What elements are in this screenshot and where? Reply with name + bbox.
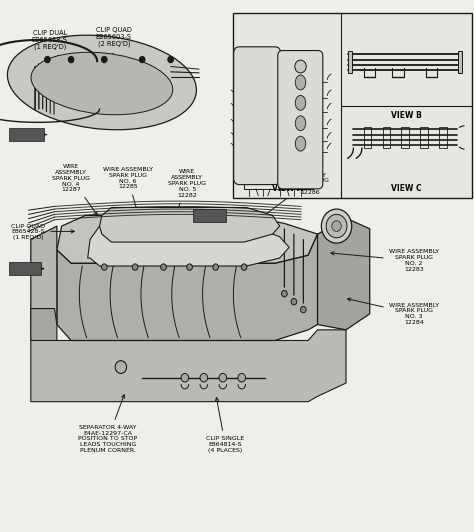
Text: CLIP QUAD
E865603-S
(2 REQ'D): CLIP QUAD E865603-S (2 REQ'D) (96, 27, 132, 87)
Circle shape (200, 373, 208, 382)
Circle shape (213, 264, 219, 270)
Bar (233, 13, 472, 198)
Polygon shape (31, 325, 346, 402)
Polygon shape (31, 309, 57, 340)
Circle shape (241, 264, 247, 270)
Text: VIEW C: VIEW C (391, 184, 422, 193)
Circle shape (139, 56, 145, 63)
Text: VIEW A: VIEW A (272, 184, 303, 193)
Text: CLIP SINGLE
E864814-S
(4 PLACES): CLIP SINGLE E864814-S (4 PLACES) (206, 397, 244, 453)
Ellipse shape (295, 75, 306, 90)
Ellipse shape (295, 116, 306, 131)
Text: CLIP DUAL
E865618-S
(1 REQ'D): CLIP DUAL E865618-S (1 REQ'D) (32, 30, 72, 84)
Circle shape (115, 361, 127, 373)
Ellipse shape (295, 136, 306, 151)
FancyBboxPatch shape (234, 47, 281, 185)
Circle shape (168, 56, 173, 63)
Circle shape (219, 373, 227, 382)
FancyBboxPatch shape (9, 128, 44, 141)
Polygon shape (57, 234, 318, 340)
Circle shape (68, 56, 74, 63)
Circle shape (301, 306, 306, 313)
Ellipse shape (8, 35, 196, 130)
Text: VIEW B: VIEW B (391, 112, 422, 120)
Text: VIEW A: VIEW A (195, 212, 224, 219)
Circle shape (45, 56, 50, 63)
Polygon shape (318, 218, 370, 330)
Circle shape (321, 209, 352, 243)
Text: SEPARATOR 4-WAY
E4AE-12297-CA
POSITION TO STOP
LEADS TOUCHING
PLENUM CORNER.: SEPARATOR 4-WAY E4AE-12297-CA POSITION T… (78, 395, 137, 453)
Circle shape (187, 264, 192, 270)
Polygon shape (348, 51, 352, 73)
Text: WIRE ASSEMBLY
SPARK PLUG
NO. 3
12284: WIRE ASSEMBLY SPARK PLUG NO. 3 12284 (347, 298, 439, 325)
Circle shape (282, 290, 287, 297)
Circle shape (238, 373, 246, 382)
Polygon shape (31, 226, 57, 325)
Text: WIRE
ASSEMBLY
SPARK PLUG
NO. 4
12287: WIRE ASSEMBLY SPARK PLUG NO. 4 12287 (52, 164, 97, 215)
Text: CLIP QUAD
E865428-S
(1 REQ'D): CLIP QUAD E865428-S (1 REQ'D) (11, 223, 74, 240)
Text: WIRE ASSEMBLY
SPARK PLUG
NO. 2
12283: WIRE ASSEMBLY SPARK PLUG NO. 2 12283 (331, 250, 439, 272)
Circle shape (291, 298, 297, 305)
Polygon shape (57, 215, 318, 263)
Circle shape (332, 221, 341, 231)
Ellipse shape (295, 95, 306, 110)
Text: VIEW B: VIEW B (11, 265, 38, 272)
Circle shape (295, 60, 306, 73)
Polygon shape (88, 226, 289, 266)
Text: VIEW C: VIEW C (14, 132, 39, 137)
FancyBboxPatch shape (193, 209, 226, 222)
Circle shape (101, 264, 107, 270)
Polygon shape (100, 207, 280, 242)
Text: WIRE
ASSEMBLY
SPARK PLUG
NO. 1
12286: WIRE ASSEMBLY SPARK PLUG NO. 1 12286 (262, 167, 329, 218)
Circle shape (326, 214, 347, 238)
Text: WIRE
ASSEMBLY
SPARK PLUG
NO. 5
12282: WIRE ASSEMBLY SPARK PLUG NO. 5 12282 (168, 169, 206, 219)
FancyBboxPatch shape (9, 262, 41, 275)
Circle shape (161, 264, 166, 270)
Text: WIRE ASSEMBLY
SPARK PLUG
NO. 6
12285: WIRE ASSEMBLY SPARK PLUG NO. 6 12285 (103, 167, 153, 217)
Ellipse shape (31, 52, 173, 115)
Polygon shape (458, 51, 462, 73)
Circle shape (181, 373, 189, 382)
Circle shape (101, 56, 107, 63)
Circle shape (132, 264, 138, 270)
FancyBboxPatch shape (278, 51, 323, 189)
